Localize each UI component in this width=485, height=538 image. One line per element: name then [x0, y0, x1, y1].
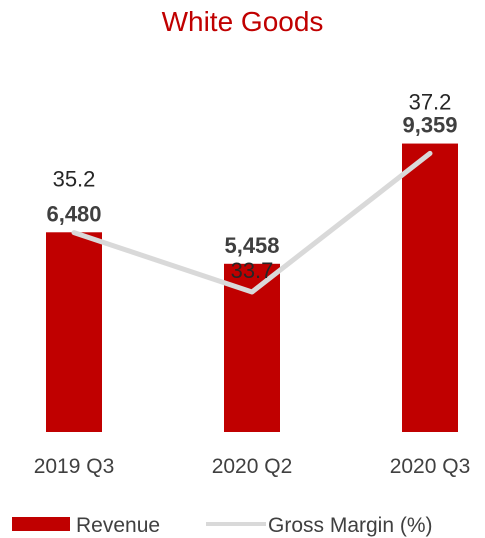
- x-tick-label: 2019 Q3: [34, 455, 115, 478]
- revenue-data-label: 9,359: [402, 113, 457, 138]
- legend-label-gross-margin: Gross Margin (%): [268, 514, 433, 537]
- legend: Revenue Gross Margin (%): [12, 514, 433, 537]
- legend-label-revenue: Revenue: [76, 514, 160, 537]
- x-tick-label: 2020 Q2: [212, 455, 293, 478]
- revenue-bar: [46, 232, 102, 432]
- gross-margin-data-label: 33.7: [231, 258, 274, 283]
- revenue-bar: [402, 143, 458, 433]
- gross-margin-data-label: 37.2: [409, 90, 452, 115]
- x-axis-ticks: 2019 Q3 2020 Q2 2020 Q3: [34, 455, 471, 478]
- legend-swatch-revenue: [12, 517, 70, 531]
- gross-margin-line: [71, 150, 433, 295]
- x-tick-label: 2020 Q3: [390, 455, 471, 478]
- data-labels-group: 6,480 5,458 9,359 35.2 33.7 37.2: [46, 90, 457, 283]
- margin-line-group: [71, 150, 433, 295]
- revenue-data-label: 6,480: [46, 201, 101, 226]
- gross-margin-data-label: 35.2: [53, 166, 96, 191]
- chart-title: White Goods: [161, 6, 324, 37]
- bars-group: [46, 143, 458, 433]
- revenue-data-label: 5,458: [224, 233, 279, 258]
